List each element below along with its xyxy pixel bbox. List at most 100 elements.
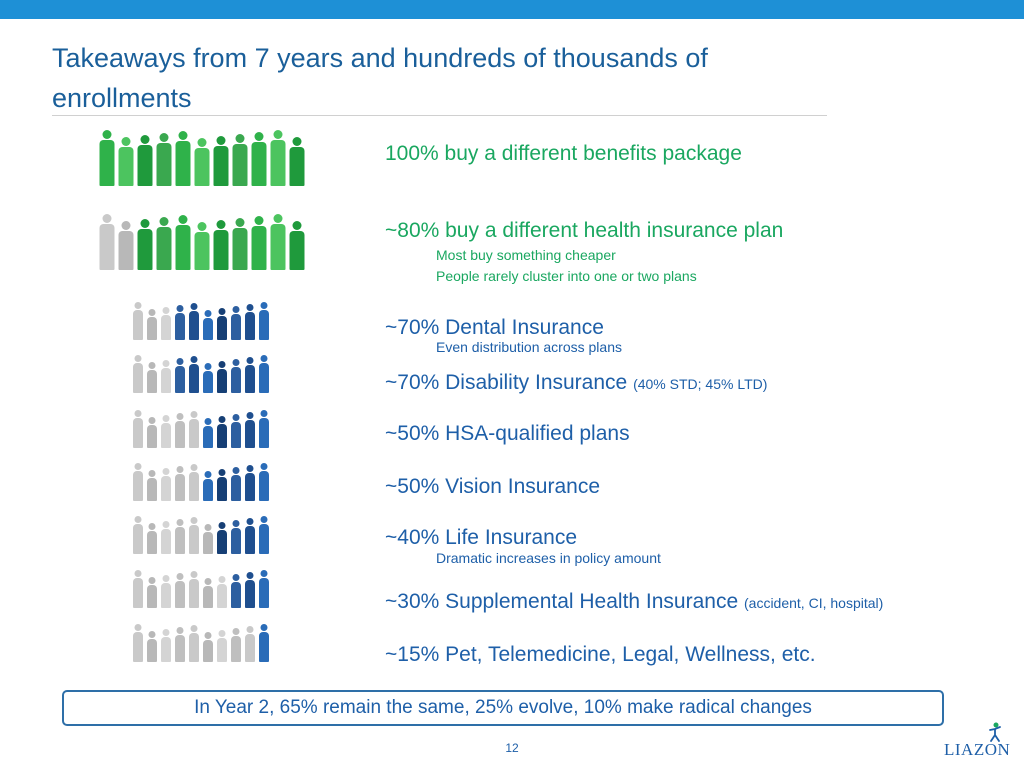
person-figure-icon	[160, 575, 172, 608]
person-figure-icon	[188, 356, 200, 393]
person-figure-icon	[244, 357, 256, 393]
person-figure-icon	[174, 466, 186, 501]
stat-health-plan: ~80% buy a different health insurance pl…	[385, 219, 784, 242]
page-title: Takeaways from 7 years and hundreds of t…	[52, 43, 708, 113]
person-figure-icon	[98, 214, 115, 270]
person-figure-icon	[155, 133, 172, 186]
person-figure-icon	[258, 302, 270, 340]
person-figure-icon	[146, 523, 158, 554]
person-figure-icon	[244, 626, 256, 662]
person-figure-icon	[216, 308, 228, 340]
person-figure-icon	[160, 521, 172, 554]
person-figure-icon	[231, 218, 248, 270]
person-figure-icon	[117, 137, 134, 186]
person-figure-icon	[117, 221, 134, 270]
person-figure-icon	[244, 518, 256, 554]
person-figure-icon	[188, 303, 200, 340]
person-figure-icon	[258, 463, 270, 501]
person-figure-icon	[188, 517, 200, 554]
disability-detail: (40% STD; 45% LTD)	[633, 376, 768, 392]
person-figure-icon	[188, 411, 200, 448]
year2-callout: In Year 2, 65% remain the same, 25% evol…	[62, 690, 944, 726]
person-figure-icon	[146, 362, 158, 393]
liazon-logo: LIAZON	[944, 722, 1010, 762]
person-figure-icon	[132, 570, 144, 608]
person-figure-icon	[202, 363, 214, 393]
people-row-4	[132, 355, 270, 393]
person-figure-icon	[155, 217, 172, 270]
person-figure-icon	[244, 572, 256, 608]
person-figure-icon	[202, 632, 214, 662]
person-figure-icon	[174, 131, 191, 186]
logo-text: LIAZON	[944, 740, 1011, 759]
stat-dental: ~70% Dental Insurance	[385, 316, 604, 339]
person-figure-icon	[244, 465, 256, 501]
person-figure-icon	[202, 524, 214, 554]
supplemental-detail: (accident, CI, hospital)	[744, 595, 884, 611]
person-figure-icon	[160, 468, 172, 501]
sub-policy-amount: Dramatic increases in policy amount	[436, 550, 661, 566]
person-figure-icon	[258, 410, 270, 448]
person-figure-icon	[250, 132, 267, 186]
stat-life: ~40% Life Insurance	[385, 526, 578, 549]
title-divider	[52, 115, 827, 116]
person-figure-icon	[216, 469, 228, 501]
person-figure-icon	[202, 310, 214, 340]
person-figure-icon	[174, 573, 186, 608]
person-figure-icon	[160, 629, 172, 662]
person-figure-icon	[258, 516, 270, 554]
person-figure-icon	[188, 571, 200, 608]
person-figure-icon	[212, 220, 229, 270]
person-figure-icon	[258, 624, 270, 662]
person-figure-icon	[188, 464, 200, 501]
page-number: 12	[505, 741, 519, 755]
person-figure-icon	[216, 576, 228, 608]
sub-cheaper: Most buy something cheaper	[436, 247, 616, 263]
stat-benefits-package: 100% buy a different benefits package	[385, 142, 742, 165]
people-row-2	[98, 214, 305, 270]
person-figure-icon	[132, 516, 144, 554]
person-figure-icon	[146, 631, 158, 662]
person-figure-icon	[146, 470, 158, 501]
person-figure-icon	[193, 138, 210, 186]
person-figure-icon	[216, 361, 228, 393]
person-figure-icon	[288, 137, 305, 186]
person-figure-icon	[132, 410, 144, 448]
person-figure-icon	[202, 471, 214, 501]
person-figure-icon	[160, 360, 172, 393]
person-figure-icon	[202, 418, 214, 448]
person-figure-icon	[269, 214, 286, 270]
person-figure-icon	[216, 522, 228, 554]
person-figure-icon	[231, 134, 248, 186]
person-figure-icon	[258, 570, 270, 608]
person-figure-icon	[216, 416, 228, 448]
person-figure-icon	[230, 467, 242, 501]
sub-even-distribution: Even distribution across plans	[436, 339, 622, 355]
person-figure-icon	[146, 309, 158, 340]
person-figure-icon	[250, 216, 267, 270]
person-figure-icon	[132, 355, 144, 393]
people-row-9	[132, 624, 270, 662]
person-figure-icon	[188, 625, 200, 662]
stat-disability: ~70% Disability Insurance (40% STD; 45% …	[385, 371, 768, 394]
people-row-6	[132, 463, 270, 501]
person-figure-icon	[174, 305, 186, 340]
person-figure-icon	[136, 135, 153, 186]
stat-vision: ~50% Vision Insurance	[385, 475, 601, 498]
people-row-8	[132, 570, 270, 608]
person-figure-icon	[174, 215, 191, 270]
person-figure-icon	[244, 304, 256, 340]
person-figure-icon	[132, 624, 144, 662]
person-figure-icon	[230, 414, 242, 448]
person-figure-icon	[146, 417, 158, 448]
person-figure-icon	[269, 130, 286, 186]
person-figure-icon	[132, 302, 144, 340]
person-figure-icon	[160, 415, 172, 448]
person-figure-icon	[174, 413, 186, 448]
person-figure-icon	[136, 219, 153, 270]
person-figure-icon	[212, 136, 229, 186]
stat-pet-etc: ~15% Pet, Telemedicine, Legal, Wellness,…	[385, 643, 816, 666]
people-row-5	[132, 410, 270, 448]
person-figure-icon	[174, 519, 186, 554]
person-figure-icon	[230, 359, 242, 393]
